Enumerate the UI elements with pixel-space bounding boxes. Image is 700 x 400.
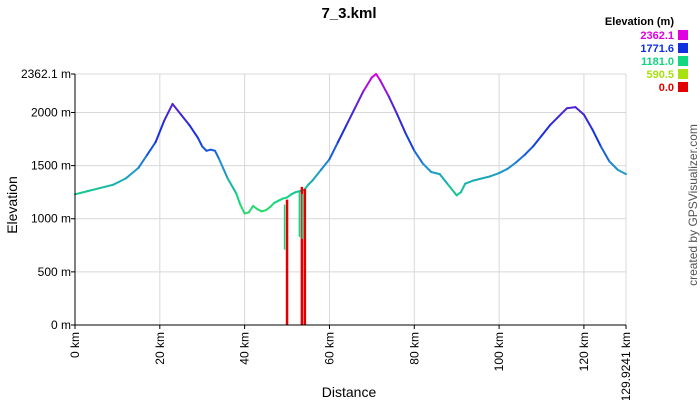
elevation-line-segment: [574, 106, 585, 116]
elevation-line-segment: [438, 173, 450, 186]
elevation-line-segment: [413, 149, 424, 165]
elevation-line-segment: [565, 106, 577, 110]
legend-swatch: [678, 82, 688, 92]
elevation-line-segment: [124, 166, 140, 180]
elevation-line-segment: [379, 79, 390, 98]
y-tick-label: 2000 m: [31, 105, 71, 119]
legend-title: Elevation (m): [605, 16, 674, 28]
legend-swatch: [678, 43, 688, 53]
elevation-line-segment: [196, 136, 204, 148]
legend-entry: 2362.1: [640, 30, 674, 42]
elevation-line-segment: [582, 113, 594, 131]
legend-swatch: [678, 56, 688, 66]
chart-title: 7_3.kml: [321, 5, 376, 22]
x-tick-label: 20 km: [153, 332, 167, 365]
elevation-line-segment: [523, 145, 535, 156]
x-axis-title: Distance: [322, 384, 377, 400]
elevation-line-segment: [146, 141, 157, 156]
elevation-line-segment: [532, 134, 543, 148]
y-tick-label: 500 m: [38, 265, 71, 279]
elevation-line-segment: [489, 172, 501, 178]
plot-marks: [74, 73, 627, 325]
elevation-line-segment: [201, 145, 208, 152]
elevation-line-segment: [353, 90, 365, 110]
elevation-line-segment: [608, 160, 619, 171]
legend-swatch: [678, 69, 688, 79]
elevation-line-segment: [247, 204, 255, 214]
credit-text: created by GPSVisualizer.com: [686, 124, 700, 286]
elevation-line-segment: [137, 153, 149, 169]
elevation-line-segment: [506, 161, 518, 170]
x-tick-label: 100 km: [492, 332, 506, 371]
elevation-line-segment: [387, 95, 399, 116]
elevation-line-segment: [163, 111, 170, 122]
elevation-line-segment: [213, 149, 221, 161]
elevation-line-segment: [226, 177, 238, 195]
elevation-line-segment: [171, 102, 183, 116]
elevation-line-segment: [362, 76, 373, 93]
legend-swatch: [678, 30, 688, 40]
elevation-line-segment: [396, 113, 407, 135]
elevation-line-segment: [464, 179, 475, 185]
elevation-line-segment: [599, 145, 611, 163]
elevation-line-segment: [235, 192, 242, 206]
x-tick-label: 129.9241 km: [619, 332, 633, 400]
elevation-line-segment: [319, 158, 331, 171]
elevation-line-segment: [548, 115, 560, 127]
elevation-line-segment: [616, 168, 627, 176]
elevation-line-segment: [86, 186, 102, 193]
axes: 0 m 500 m 1000 m 1500 m 2000 m 2362.1 m 0 km 20…: [21, 67, 633, 400]
elevation-line-segment: [154, 119, 166, 144]
elevation-line-segment: [375, 73, 382, 82]
y-tick-label: 2362.1 m: [21, 67, 71, 81]
elevation-line-segment: [515, 153, 526, 164]
elevation-line-segment: [269, 201, 276, 209]
elevation-line-segment: [421, 162, 433, 173]
y-tick-label: 1500 m: [31, 159, 71, 173]
elevation-line-segment: [112, 177, 127, 186]
elevation-line-segment: [472, 177, 484, 182]
elevation-line-segment: [481, 175, 492, 180]
elevation-line-segment: [180, 113, 191, 127]
elevation-line-segment: [459, 182, 467, 194]
elevation-line-segment: [591, 128, 602, 148]
elevation-line-segment: [311, 168, 322, 182]
elevation-line-segment: [239, 203, 246, 215]
elevation-line-segment: [336, 124, 348, 144]
elevation-line-segment: [557, 107, 568, 118]
elevation-line-segment: [447, 183, 458, 197]
legend-entry: 1771.6: [640, 43, 674, 55]
legend-entry: 1181.0: [641, 56, 674, 68]
x-tick-label: 0 km: [68, 332, 82, 358]
elevation-line-segment: [345, 107, 356, 127]
elevation-line-segment: [218, 158, 229, 180]
elevation-line-segment: [404, 132, 416, 152]
elevation-line-segment: [540, 124, 551, 137]
elevation-line-segment: [430, 170, 441, 176]
y-tick-label: 0 m: [51, 318, 71, 332]
x-tick-label: 40 km: [238, 332, 252, 365]
x-tick-label: 60 km: [322, 332, 336, 365]
elevation-line-segment: [99, 183, 115, 189]
elevation-line-segment: [167, 102, 174, 114]
legend-entry: 590.5: [646, 69, 674, 81]
elevation-line-segment: [498, 167, 509, 175]
legend-entry: 0.0: [659, 82, 674, 94]
y-tick-label: 1000 m: [31, 212, 71, 226]
elevation-line-segment: [307, 179, 314, 186]
y-axis-title: Elevation: [4, 176, 20, 234]
elevation-line-segment: [188, 124, 199, 139]
elevation-line-segment: [74, 190, 89, 196]
x-tick-label: 80 km: [407, 332, 421, 365]
elevation-line-segment: [328, 141, 339, 161]
x-tick-label: 120 km: [577, 332, 591, 371]
grid: [74, 73, 627, 326]
